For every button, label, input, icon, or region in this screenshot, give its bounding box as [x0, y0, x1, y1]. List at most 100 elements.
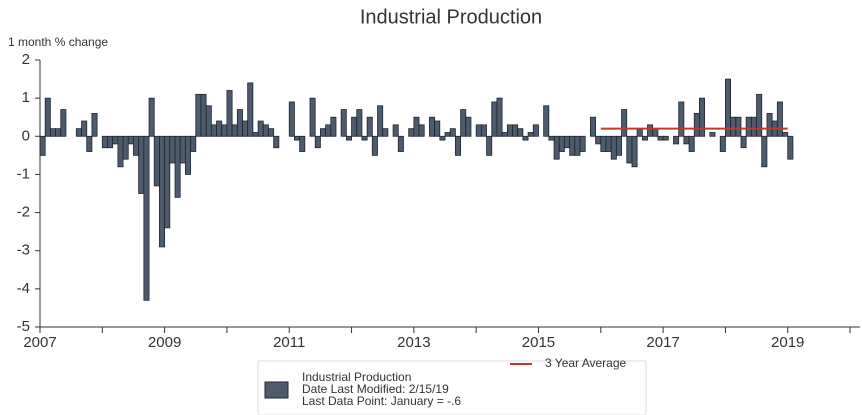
bar [678, 101, 685, 137]
bar [55, 128, 62, 137]
y-tick-label: 2 [22, 51, 30, 68]
bar [148, 97, 155, 137]
bar [595, 135, 602, 145]
x-tick-label: 2019 [771, 334, 804, 351]
bar [361, 135, 368, 141]
bar [221, 124, 228, 137]
bar [610, 135, 617, 160]
bar [782, 132, 789, 137]
bar [615, 135, 622, 156]
bar [351, 116, 358, 137]
y-tick-label: -3 [17, 242, 30, 259]
bar [429, 116, 436, 137]
bar [247, 82, 254, 137]
bar [413, 116, 420, 137]
bar [122, 135, 129, 160]
legend-swatch [264, 381, 289, 399]
bar [735, 116, 742, 137]
bar [216, 120, 223, 137]
bar [179, 135, 186, 164]
bar [299, 135, 306, 152]
bar [553, 135, 560, 160]
y-tick-label: -4 [17, 280, 30, 297]
bar [86, 135, 93, 152]
bar [621, 109, 628, 137]
bar [91, 113, 98, 137]
bar [257, 120, 264, 137]
bar [330, 116, 337, 137]
bar [532, 124, 539, 137]
bar [564, 135, 571, 149]
bar [527, 132, 534, 137]
bar [169, 135, 176, 164]
bar [719, 135, 726, 152]
bar [449, 128, 456, 137]
bar [439, 135, 446, 141]
bar [164, 135, 171, 229]
x-tick-label: 2015 [522, 334, 555, 351]
bar [127, 135, 134, 145]
bar [589, 116, 596, 137]
chart-title: Industrial Production [360, 6, 542, 28]
y-tick-label: -5 [17, 318, 30, 335]
bar [236, 109, 243, 137]
bar [273, 135, 280, 149]
bar [210, 124, 217, 137]
bar [205, 105, 212, 137]
bar [340, 109, 347, 137]
bar [314, 135, 321, 149]
bar [434, 120, 441, 137]
bar [288, 101, 295, 137]
bar [138, 135, 145, 194]
bar [325, 124, 332, 137]
bar [112, 135, 119, 145]
bar [377, 105, 384, 137]
bar [356, 109, 363, 137]
bar [153, 135, 160, 187]
y-tick-label: -1 [17, 165, 30, 182]
bar [673, 135, 680, 145]
bar [252, 132, 259, 137]
bar [101, 135, 108, 149]
bar [709, 132, 716, 137]
bar [475, 124, 482, 137]
bar [766, 113, 773, 137]
bar [522, 135, 529, 141]
bar [382, 128, 389, 137]
bar [309, 97, 316, 137]
bar [50, 128, 56, 137]
bar [190, 135, 197, 152]
bar [231, 124, 238, 137]
bar [117, 135, 124, 168]
bar [107, 135, 114, 149]
x-tick-label: 2007 [23, 334, 56, 351]
bar [444, 132, 451, 137]
x-tick-label: 2009 [148, 334, 181, 351]
bar [496, 97, 503, 137]
bar [455, 135, 462, 156]
bar [294, 135, 301, 141]
bar [600, 135, 607, 152]
bar [725, 78, 732, 137]
bar [543, 105, 550, 137]
legend-label: Industrial Production [302, 370, 411, 384]
bar [184, 135, 191, 175]
bar [371, 135, 378, 156]
bar [730, 116, 737, 137]
y-tick-label: -2 [17, 204, 30, 221]
bar [262, 124, 269, 137]
bar [636, 128, 643, 137]
legend-note: Last Data Point: January = -.6 [302, 394, 461, 408]
bar [631, 135, 638, 168]
bar [787, 135, 794, 160]
bar [242, 120, 249, 137]
bar [641, 135, 648, 141]
bar [319, 128, 326, 137]
bar [133, 135, 140, 156]
bar [81, 120, 88, 137]
bar [699, 97, 706, 137]
bar [652, 128, 659, 137]
bar [569, 135, 576, 156]
bar [195, 93, 202, 137]
